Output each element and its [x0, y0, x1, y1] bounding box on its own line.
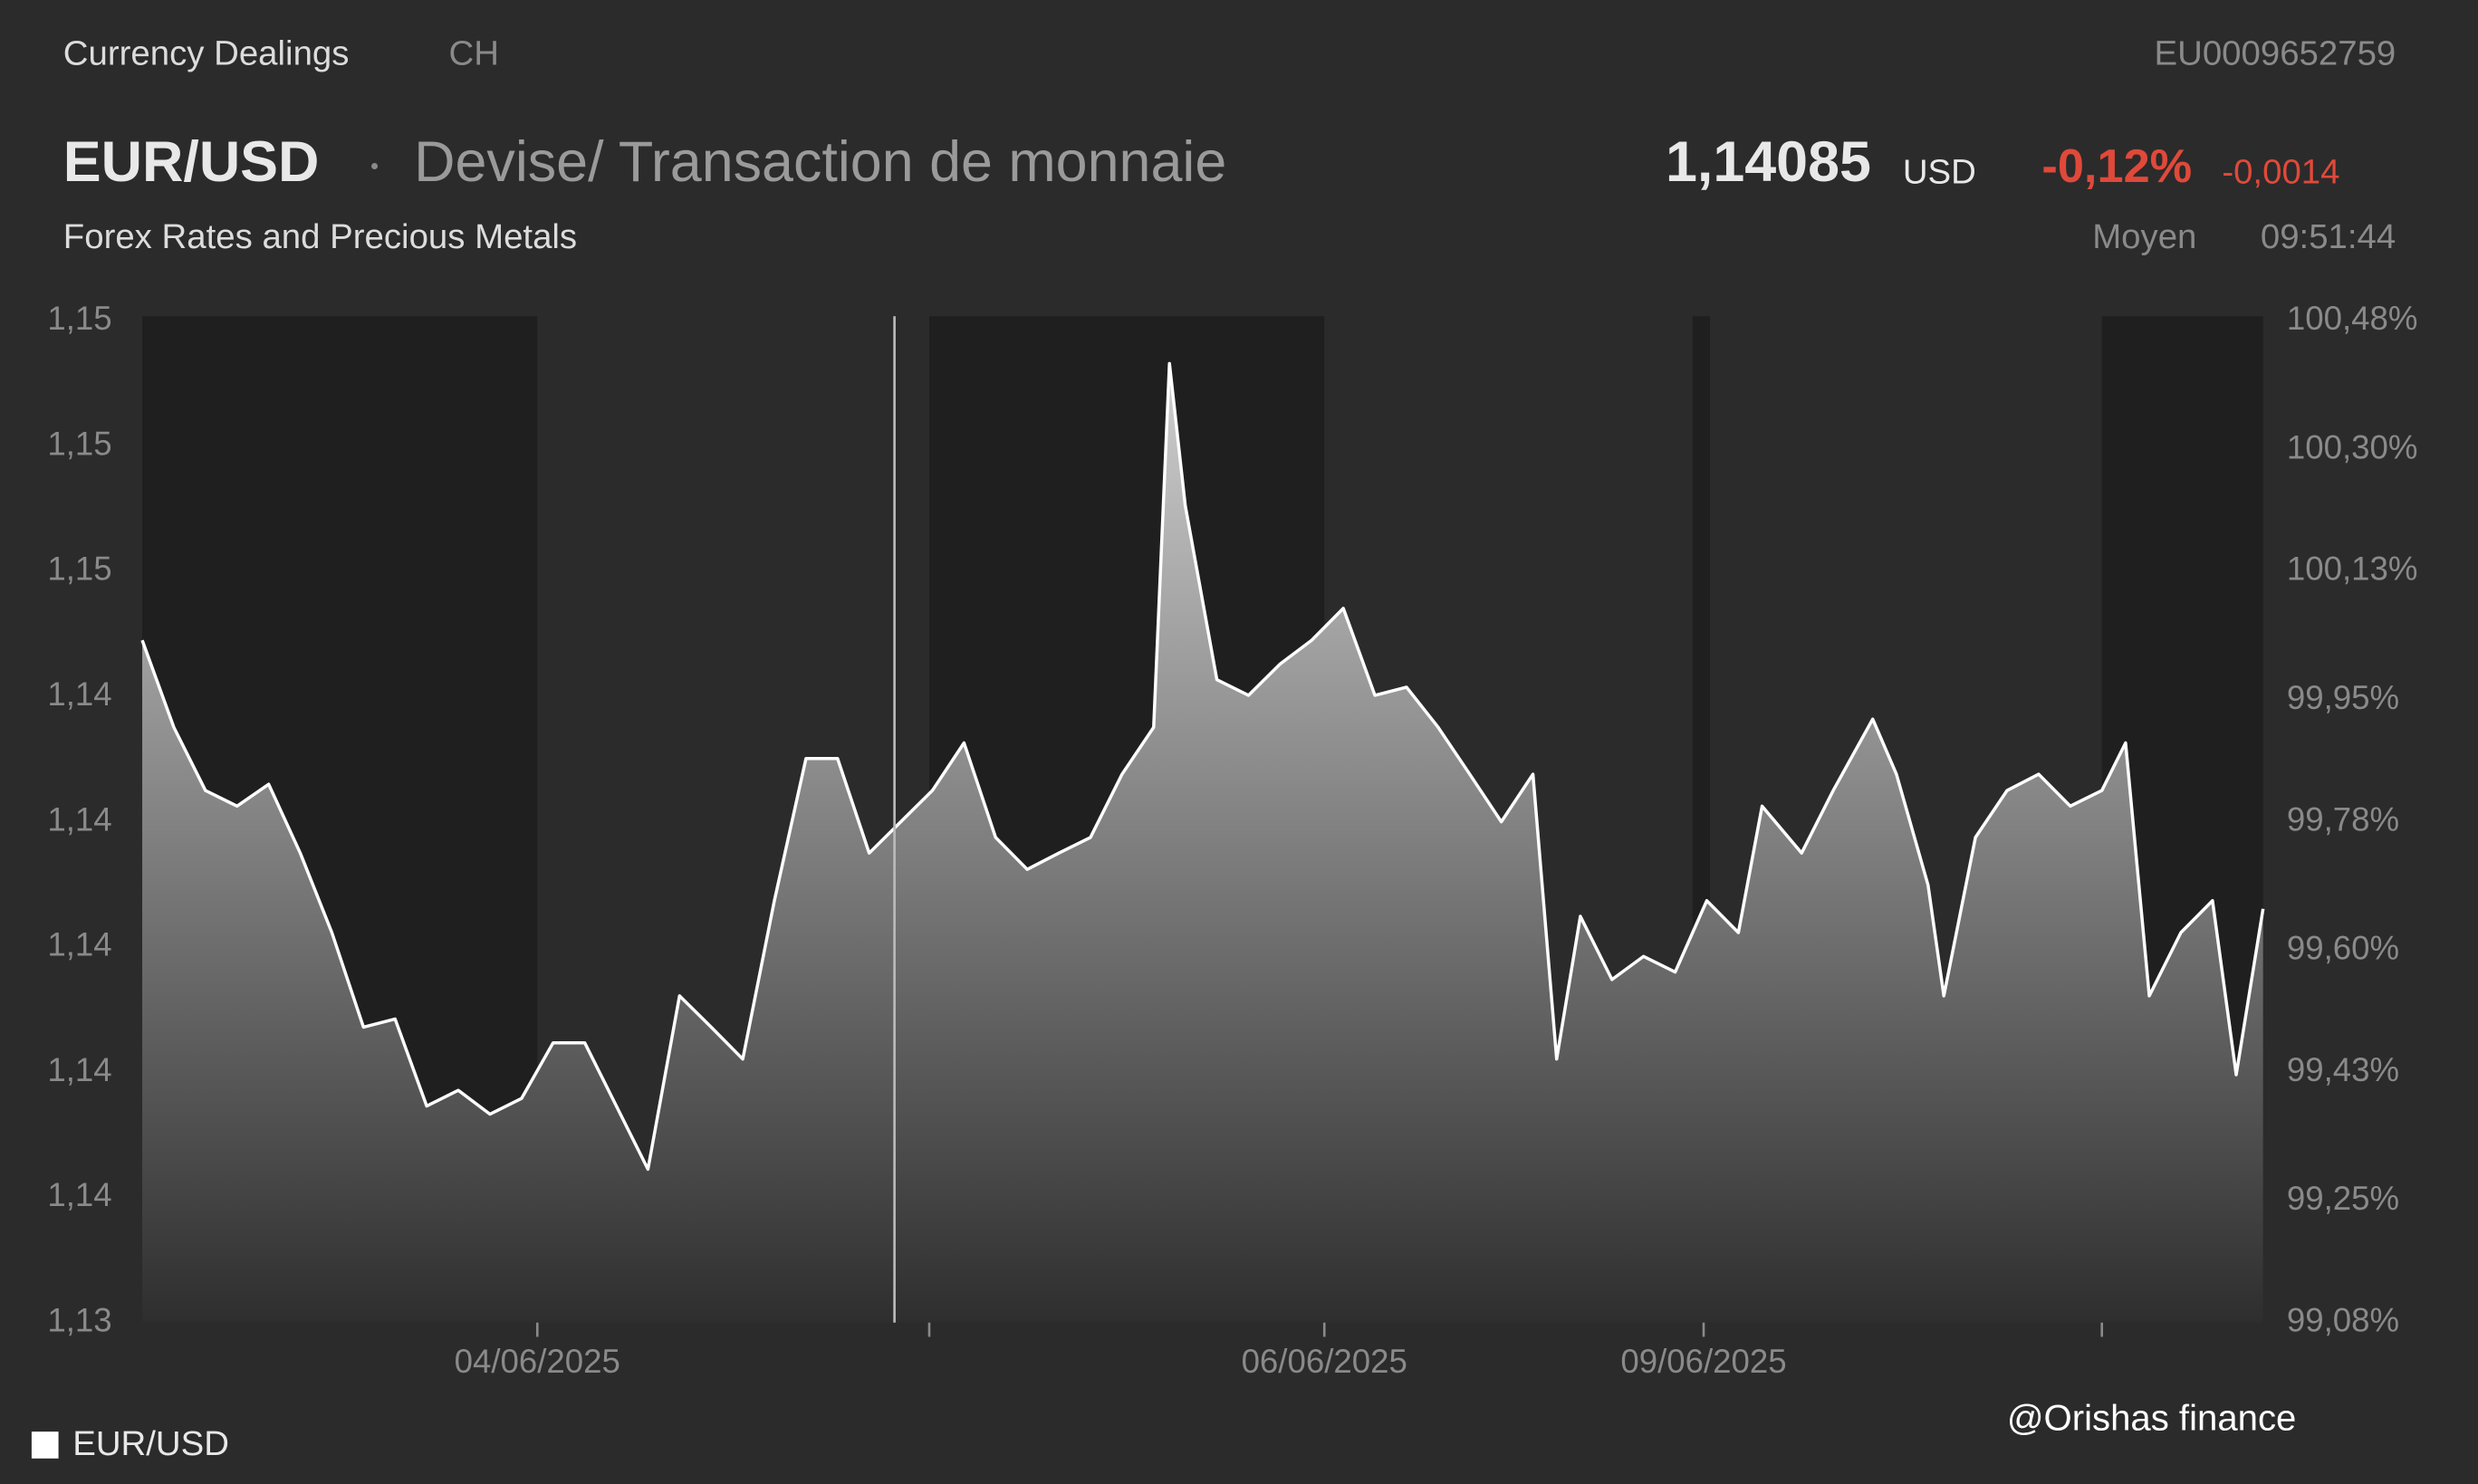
y-tick-label: 1,14	[47, 926, 111, 963]
price-type: Moyen	[2092, 217, 2196, 256]
change-abs: -0,0014	[2222, 152, 2339, 191]
description: Devise/ Transaction de monnaie	[414, 130, 1226, 194]
y-tick-label: 1,15	[47, 551, 111, 588]
y-tick-label: 1,14	[47, 675, 111, 713]
isin: EU0009652759	[2155, 34, 2396, 72]
y2-tick-label: 99,60%	[2287, 930, 2399, 967]
y-tick-label: 1,15	[47, 425, 111, 462]
y-tick-label: 1,13	[47, 1301, 111, 1338]
market: Forex Rates and Precious Metals	[63, 217, 577, 256]
y2-tick-label: 100,48%	[2287, 300, 2418, 337]
y2-tick-label: 99,43%	[2287, 1051, 2399, 1088]
x-tick-label: 09/06/2025	[1620, 1343, 1786, 1380]
time: 09:51:44	[2261, 217, 2396, 256]
price: 1,14085	[1666, 130, 1871, 194]
country: CH	[449, 34, 499, 72]
y-tick-label: 1,14	[47, 1176, 111, 1213]
change-pct: -0,12%	[2041, 140, 2192, 193]
currency: USD	[1903, 152, 1976, 191]
separator	[371, 162, 379, 169]
y2-tick-label: 99,78%	[2287, 800, 2399, 838]
y2-tick-label: 99,25%	[2287, 1180, 2399, 1217]
y-tick-label: 1,14	[47, 800, 111, 838]
x-tick-label: 06/06/2025	[1242, 1343, 1407, 1380]
line	[140, 361, 2265, 1172]
watermark: @Orishas finance	[2007, 1398, 2297, 1439]
y2-tick-label: 99,95%	[2287, 679, 2399, 716]
y-tick-label: 1,15	[47, 300, 111, 337]
area-fill	[142, 363, 2263, 1323]
y2-tick-label: 100,30%	[2287, 428, 2418, 465]
x-tick-label: 04/06/2025	[455, 1343, 620, 1380]
y2-tick-label: 100,13%	[2287, 551, 2418, 588]
plot: 1,13 1,14 1,14 1,14 1,14 1,14 1,15 1,15 1,15 99,0…	[47, 300, 2417, 1380]
legend-label: EUR/USD	[72, 1424, 229, 1463]
source: Currency Dealings	[63, 34, 350, 72]
legend-swatch	[31, 1431, 59, 1459]
y-tick-label: 1,14	[47, 1051, 111, 1088]
y2-tick-label: 99,08%	[2287, 1301, 2399, 1338]
symbol: EUR/USD	[63, 130, 320, 194]
